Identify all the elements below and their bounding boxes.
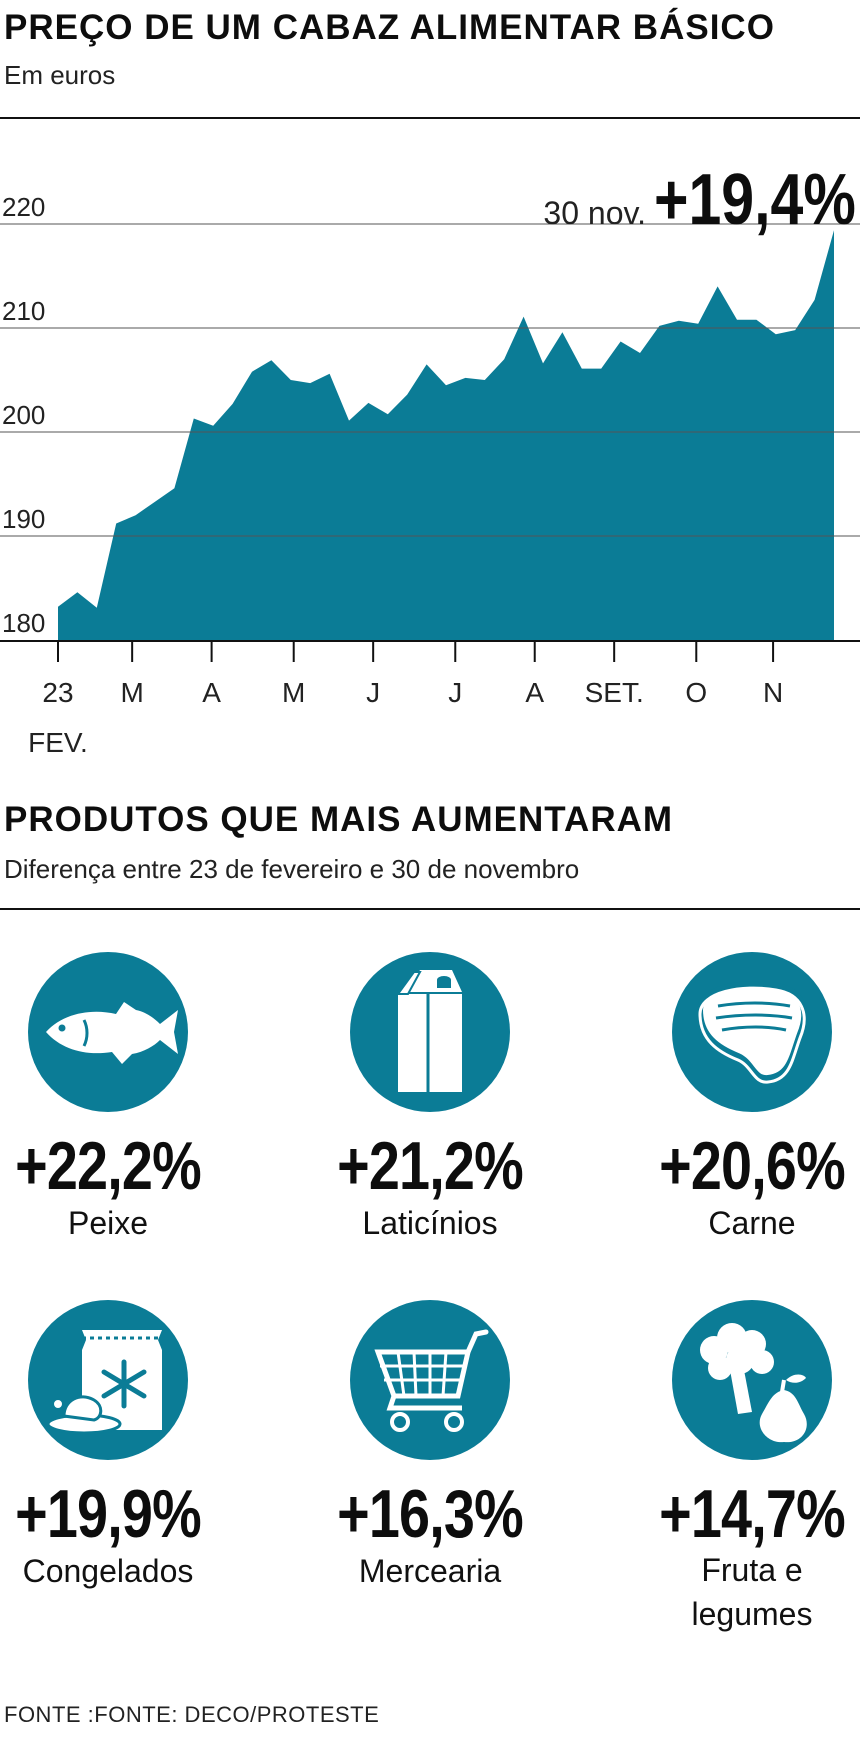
frozen-food-icon-circle (28, 1300, 188, 1460)
product-value: +16,3% (337, 1476, 524, 1552)
shopping-cart-icon (374, 1329, 489, 1432)
product-label: Laticínios (362, 1205, 498, 1241)
product-value: +21,2% (337, 1128, 524, 1204)
x-tick-label: O (685, 677, 707, 708)
x-tick-label: M (120, 677, 143, 708)
y-tick-label: 210 (2, 296, 45, 326)
x-tick-label: SET. (585, 677, 644, 708)
steak-icon (696, 981, 807, 1084)
x-tick-label: N (763, 677, 783, 708)
product-tile-carne: +20,6% Carne (632, 952, 860, 1246)
product-value: +19,9% (15, 1476, 202, 1552)
product-tile-mercearia: +16,3% Mercearia (310, 1300, 550, 1594)
frozen-food-icon (46, 1330, 162, 1435)
section-title: PRODUTOS QUE MAIS AUMENTARAM (4, 800, 674, 839)
product-label: Carne (708, 1205, 796, 1241)
broccoli-pear-icon (700, 1323, 807, 1443)
price-area-chart: 180 190 200 210 220 23 M A M J J A SET. O N FEV. 30 nov.… (0, 158, 860, 758)
annotation-value: +19,4% (654, 158, 856, 239)
product-tile-laticinios: +21,2% Laticínios (310, 952, 550, 1246)
product-tile-congelados: +19,9% Congelados (0, 1300, 228, 1594)
product-value: +14,7% (659, 1476, 846, 1552)
broccoli-pear-icon-circle (672, 1300, 832, 1460)
x-tick-label: J (448, 677, 462, 708)
fish-icon (46, 1002, 178, 1064)
product-label: Fruta e (701, 1552, 803, 1588)
steak-icon-circle (672, 952, 832, 1112)
y-tick-label: 180 (2, 608, 45, 638)
y-tick-label: 200 (2, 400, 45, 430)
product-tile-fruta-legumes: +14,7% Fruta e legumes (632, 1300, 860, 1636)
annotation-date: 30 nov. (543, 195, 646, 231)
x-tick-label: A (202, 677, 221, 708)
chart-title: PREÇO DE UM CABAZ ALIMENTAR BÁSICO (4, 8, 775, 47)
y-tick-label: 190 (2, 504, 45, 534)
section-subtitle: Diferença entre 23 de fevereiro e 30 de … (4, 854, 580, 884)
milk-carton-icon-circle (350, 952, 510, 1112)
x-tick-label: J (366, 677, 380, 708)
x-tick-label: M (282, 677, 305, 708)
source-note: FONTE :FONTE: DECO/PROTESTE (4, 1702, 380, 1727)
fish-icon-circle (28, 952, 188, 1112)
product-label: Peixe (67, 1205, 149, 1241)
chart-subtitle: Em euros (4, 60, 116, 90)
product-value: +20,6% (659, 1128, 846, 1204)
product-label-line2: legumes (691, 1596, 813, 1632)
price-area (58, 230, 834, 640)
section-divider (0, 908, 860, 910)
product-label: Mercearia (358, 1553, 502, 1589)
shopping-cart-icon-circle (350, 1300, 510, 1460)
product-label: Congelados (22, 1553, 194, 1589)
x-tick-sublabel: FEV. (28, 727, 88, 758)
y-tick-label: 220 (2, 192, 45, 222)
product-value: +22,2% (15, 1128, 202, 1204)
x-tick-label: 23 (42, 677, 73, 708)
top-divider (0, 117, 860, 119)
x-tick-label: A (525, 677, 544, 708)
product-tile-peixe: +22,2% Peixe (0, 952, 228, 1246)
milk-carton-icon (396, 970, 462, 1092)
